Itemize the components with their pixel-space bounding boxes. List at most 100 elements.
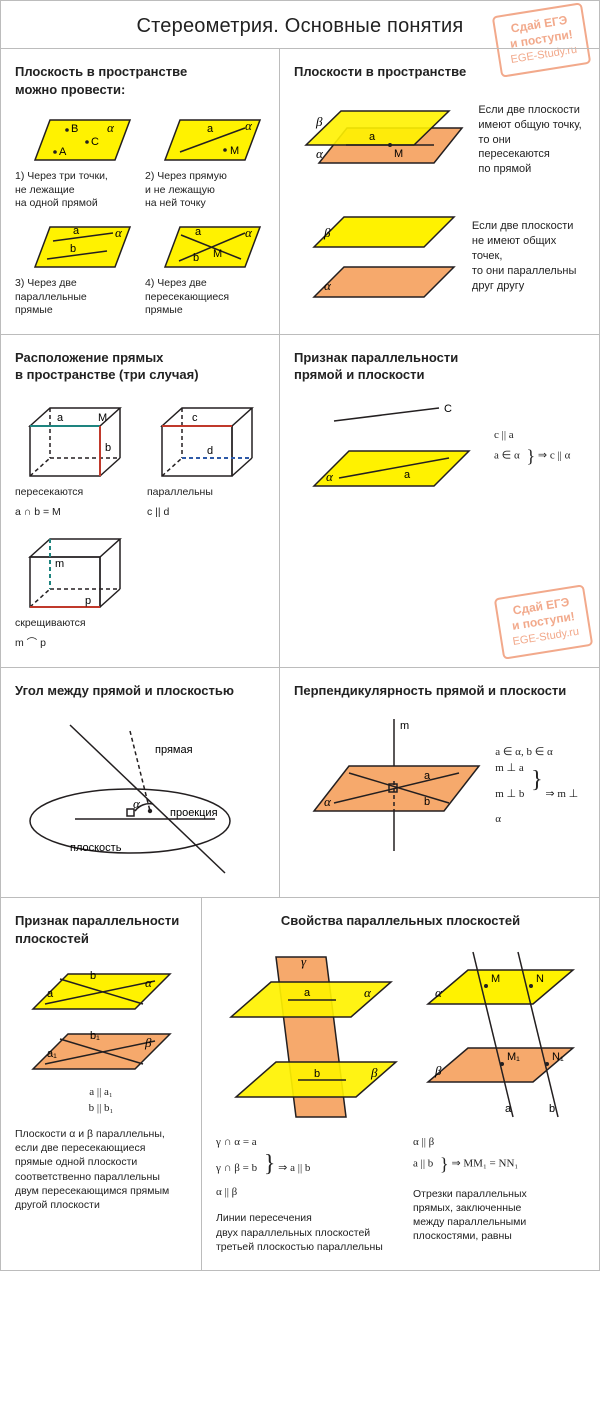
- svg-text:b: b: [549, 1103, 555, 1115]
- sec6-heading: Перпендикулярность прямой и плоскости: [294, 682, 585, 700]
- sec1-item-3: a b α 3) Через две параллельные прямые: [15, 217, 135, 318]
- svg-text:β: β: [434, 1063, 442, 1078]
- sec1-item-2: a M α 2) Через прямую и не лежащую на не…: [145, 110, 265, 211]
- sec6-fig: m a b α: [294, 711, 485, 861]
- svg-text:M₁: M₁: [507, 1051, 520, 1063]
- sec1-fig3: a b α: [15, 217, 133, 277]
- sec1-grid: A B C α 1) Через три точки, не лежащие н…: [15, 110, 265, 318]
- svg-text:α: α: [133, 796, 141, 811]
- sec2-row1: M a α β Если две плоскости имеют общую т…: [294, 93, 585, 188]
- svg-text:N₁: N₁: [552, 1051, 564, 1063]
- svg-text:N: N: [536, 973, 544, 985]
- sec2-fig1: M a α β: [294, 93, 468, 188]
- svg-text:m: m: [55, 558, 64, 570]
- cell-parallel-planes-sign: Признак параллельности плоскостей a b α …: [1, 898, 201, 1270]
- svg-text:a₁: a₁: [47, 1048, 57, 1060]
- cell-parallel-props: Свойства параллельных плоскостей a b α β: [201, 898, 599, 1270]
- sec8-heading: Свойства параллельных плоскостей: [216, 912, 585, 930]
- sec1-cap4: 4) Через две пересекающиеся прямые: [145, 277, 265, 318]
- sec2-heading: Плоскости в пространстве: [294, 63, 585, 81]
- cell-perp: Перпендикулярность прямой и плоскости m …: [279, 668, 599, 899]
- svg-text:проекция: проекция: [170, 807, 218, 819]
- svg-text:a: a: [73, 225, 80, 237]
- svg-text:M: M: [230, 145, 239, 157]
- svg-text:b: b: [424, 796, 430, 808]
- page-title: Стереометрия. Основные понятия: [9, 15, 591, 38]
- sec1-fig4: a b M α: [145, 217, 263, 277]
- svg-text:прямая: прямая: [155, 744, 193, 756]
- sec3-cap1: пересекаются: [15, 486, 133, 500]
- sec5-heading: Угол между прямой и плоскостью: [15, 682, 265, 700]
- svg-text:p: p: [85, 595, 91, 607]
- svg-text:β: β: [370, 1065, 378, 1080]
- svg-text:b: b: [90, 970, 96, 982]
- svg-text:α: α: [324, 278, 332, 293]
- sec8-left-math: γ ∩ α = a γ ∩ β = b } ⇒ a || b α || β: [216, 1135, 401, 1202]
- cell-lines-pos: Расположение прямых в пространстве (три …: [1, 335, 279, 668]
- svg-text:a: a: [207, 123, 214, 135]
- svg-text:a: a: [424, 770, 431, 782]
- svg-text:a: a: [369, 131, 376, 143]
- svg-text:b₁: b₁: [90, 1030, 100, 1042]
- svg-text:b: b: [70, 243, 76, 255]
- svg-text:a: a: [47, 988, 54, 1000]
- sec3-eq3: m ⌒ p: [15, 637, 133, 651]
- svg-text:α: α: [245, 225, 253, 240]
- sec1-item-4: a b M α 4) Через две пересекающиеся прям…: [145, 217, 265, 318]
- sec8-left: a b α β γ γ ∩ α = a γ ∩ β = b } ⇒ a || b…: [216, 942, 401, 1254]
- cell-parallel-line-plane: Признак параллельности прямой и плоскост…: [279, 335, 599, 668]
- svg-text:α: α: [245, 118, 253, 133]
- svg-text:γ: γ: [301, 954, 307, 969]
- sec8-right: M N M₁ N₁ α β a b α || β a || b } ⇒ MM₁ …: [413, 942, 598, 1254]
- sec5-fig: прямая проекция плоскость α: [15, 711, 265, 881]
- sec3-cube1: a b M пересекаются a ∩ b = M: [15, 396, 133, 519]
- svg-text:b: b: [105, 442, 111, 454]
- svg-text:α: α: [145, 975, 153, 990]
- title-row: Стереометрия. Основные понятия: [1, 1, 599, 49]
- svg-text:a: a: [304, 987, 311, 999]
- svg-text:C: C: [444, 403, 452, 415]
- sec7-heading: Признак параллельности плоскостей: [15, 912, 187, 947]
- sec1-fig1: A B C α: [15, 110, 133, 170]
- row-4: Признак параллельности плоскостей a b α …: [1, 898, 599, 1270]
- sec8-left-note: Линии пересечения двух параллельных плос…: [216, 1211, 401, 1254]
- sec1-fig2: a M α: [145, 110, 263, 170]
- sec2-row2: β α Если две плоскости не имеют общих то…: [294, 202, 585, 312]
- svg-text:a: a: [505, 1103, 512, 1115]
- sec8-right-math: α || β a || b } ⇒ MM₁ = NN₁: [413, 1135, 598, 1177]
- svg-text:β: β: [315, 114, 323, 129]
- svg-text:M: M: [491, 973, 500, 985]
- svg-text:плоскость: плоскость: [70, 842, 122, 854]
- svg-text:M: M: [213, 248, 222, 260]
- svg-text:a: a: [404, 469, 411, 481]
- cell-planes-space: Плоскости в пространстве M a α β Если дв…: [279, 49, 599, 335]
- svg-text:α: α: [324, 794, 332, 809]
- svg-text:m: m: [400, 720, 409, 732]
- sec6-math: a ∈ α, b ∈ α m ⊥ a m ⊥ b } ⇒ m ⊥ α: [495, 745, 585, 828]
- sec3-cap2: параллельны: [147, 486, 265, 500]
- sec4-math: c || a a ∈ α } ⇒ c || α: [494, 428, 570, 470]
- sec1-cap1: 1) Через три точки, не лежащие на одной …: [15, 170, 135, 211]
- cell-plane-construct: Плоскость в пространстве можно провести:…: [1, 49, 279, 335]
- svg-text:b: b: [193, 252, 199, 264]
- sec3-eq1: a ∩ b = M: [15, 506, 133, 520]
- svg-text:c: c: [192, 412, 198, 424]
- svg-text:α: α: [364, 985, 372, 1000]
- svg-text:B: B: [71, 123, 78, 135]
- sec3-cap3: скрещиваются: [15, 617, 133, 631]
- svg-text:β: β: [144, 1035, 152, 1050]
- sec3-cube2: c d параллельны c || d: [147, 396, 265, 519]
- svg-text:a: a: [57, 412, 64, 424]
- sec7-math: a || a₁b || b₁: [15, 1085, 187, 1117]
- cell-angle: Угол между прямой и плоскостью прямая пр…: [1, 668, 279, 899]
- sec2-text2: Если две плоскости не имеют общих точек,…: [472, 219, 585, 293]
- svg-text:b: b: [314, 1068, 320, 1080]
- sec7-fig: a b α a₁ b₁ β: [15, 959, 185, 1079]
- svg-text:α: α: [115, 225, 123, 240]
- sec8-right-note: Отрезки параллельных прямых, заключенные…: [413, 1187, 598, 1244]
- svg-text:A: A: [59, 146, 67, 158]
- sec3-eq2: c || d: [147, 506, 265, 520]
- svg-text:β: β: [323, 225, 331, 240]
- row-1: Плоскость в пространстве можно провести:…: [1, 49, 599, 335]
- sec4-heading: Признак параллельности прямой и плоскост…: [294, 349, 585, 384]
